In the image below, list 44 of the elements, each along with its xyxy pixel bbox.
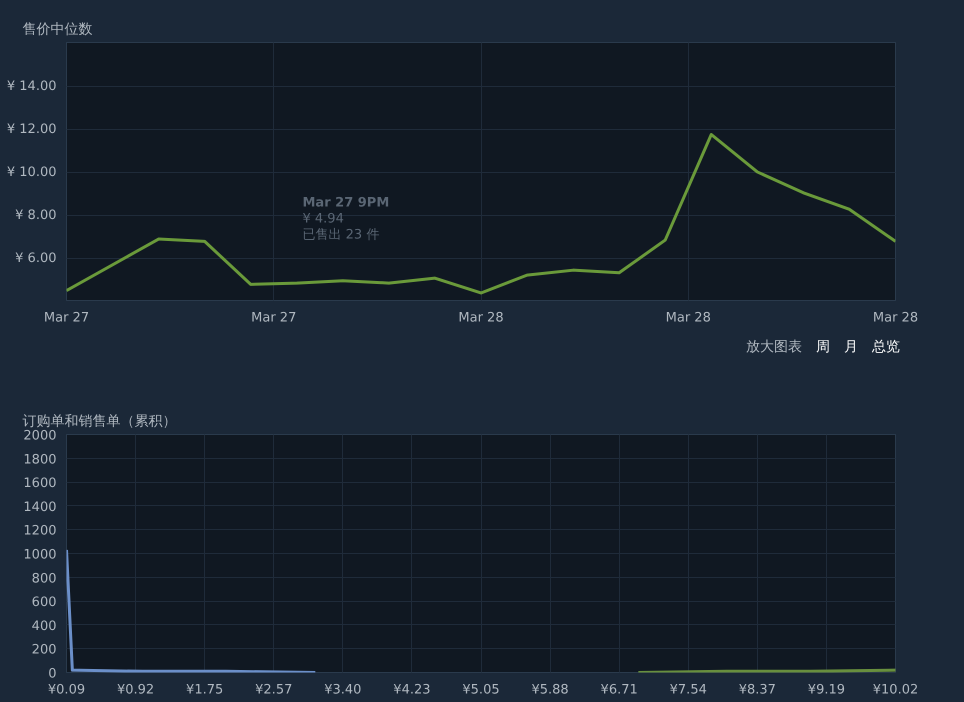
y-tick-label: 800	[32, 571, 57, 586]
y-tick-label: ¥ 6.00	[15, 251, 57, 266]
x-tick-label: ¥2.57	[255, 682, 292, 698]
x-tick-label: ¥4.23	[393, 682, 431, 698]
annotation: 已售出 23 件	[302, 228, 380, 242]
y-tick-label: 200	[32, 642, 57, 658]
x-tick-label: ¥0.09	[48, 682, 86, 698]
x-tick-label: ¥7.54	[670, 682, 707, 698]
text: 放大图表	[746, 339, 802, 355]
y-tick-label: 1600	[23, 476, 57, 492]
annotation: ¥ 4.94	[302, 212, 344, 226]
text: 月	[844, 339, 858, 355]
y-tick-label: ¥ 12.00	[6, 122, 57, 138]
y-tick-label: 1200	[23, 524, 57, 539]
text: 总览	[872, 339, 900, 355]
text: 周	[816, 339, 830, 355]
x-tick-label: ¥3.40	[324, 682, 362, 698]
y-tick-label: 1800	[23, 452, 57, 468]
y-tick-label: 1000	[23, 548, 57, 562]
x-tick-label: ¥6.71	[600, 682, 638, 698]
line-series	[66, 548, 317, 672]
x-tick-label: ¥1.75	[186, 682, 224, 698]
x-tick-label: Mar 27	[251, 310, 296, 326]
y-tick-label: 600	[32, 595, 57, 610]
chart-title: 售价中位数	[22, 22, 92, 38]
x-tick-label: ¥0.92	[116, 682, 154, 698]
x-tick-label: Mar 28	[872, 310, 918, 326]
y-tick-label: ¥ 8.00	[15, 208, 57, 224]
y-tick-label: 2000	[23, 428, 57, 444]
x-tick-label: Mar 28	[666, 310, 711, 326]
y-tick-label: 1400	[23, 500, 57, 515]
x-tick-label: ¥10.02	[872, 682, 918, 698]
x-tick-label: ¥5.05	[462, 682, 500, 698]
x-tick-label: ¥9.19	[808, 682, 846, 698]
y-tick-label: 0	[48, 666, 57, 682]
x-tick-label: Mar 27	[44, 310, 90, 326]
y-tick-label: ¥ 10.00	[6, 165, 57, 180]
y-tick-label: ¥ 14.00	[6, 79, 57, 94]
x-tick-label: ¥5.88	[531, 682, 569, 698]
annotation: Mar 27 9PM	[302, 196, 390, 210]
y-tick-label: 400	[32, 618, 57, 634]
x-tick-label: Mar 28	[458, 310, 504, 326]
chart-title: 订购单和销售单（累积）	[22, 414, 176, 430]
x-tick-label: ¥8.37	[738, 682, 776, 698]
